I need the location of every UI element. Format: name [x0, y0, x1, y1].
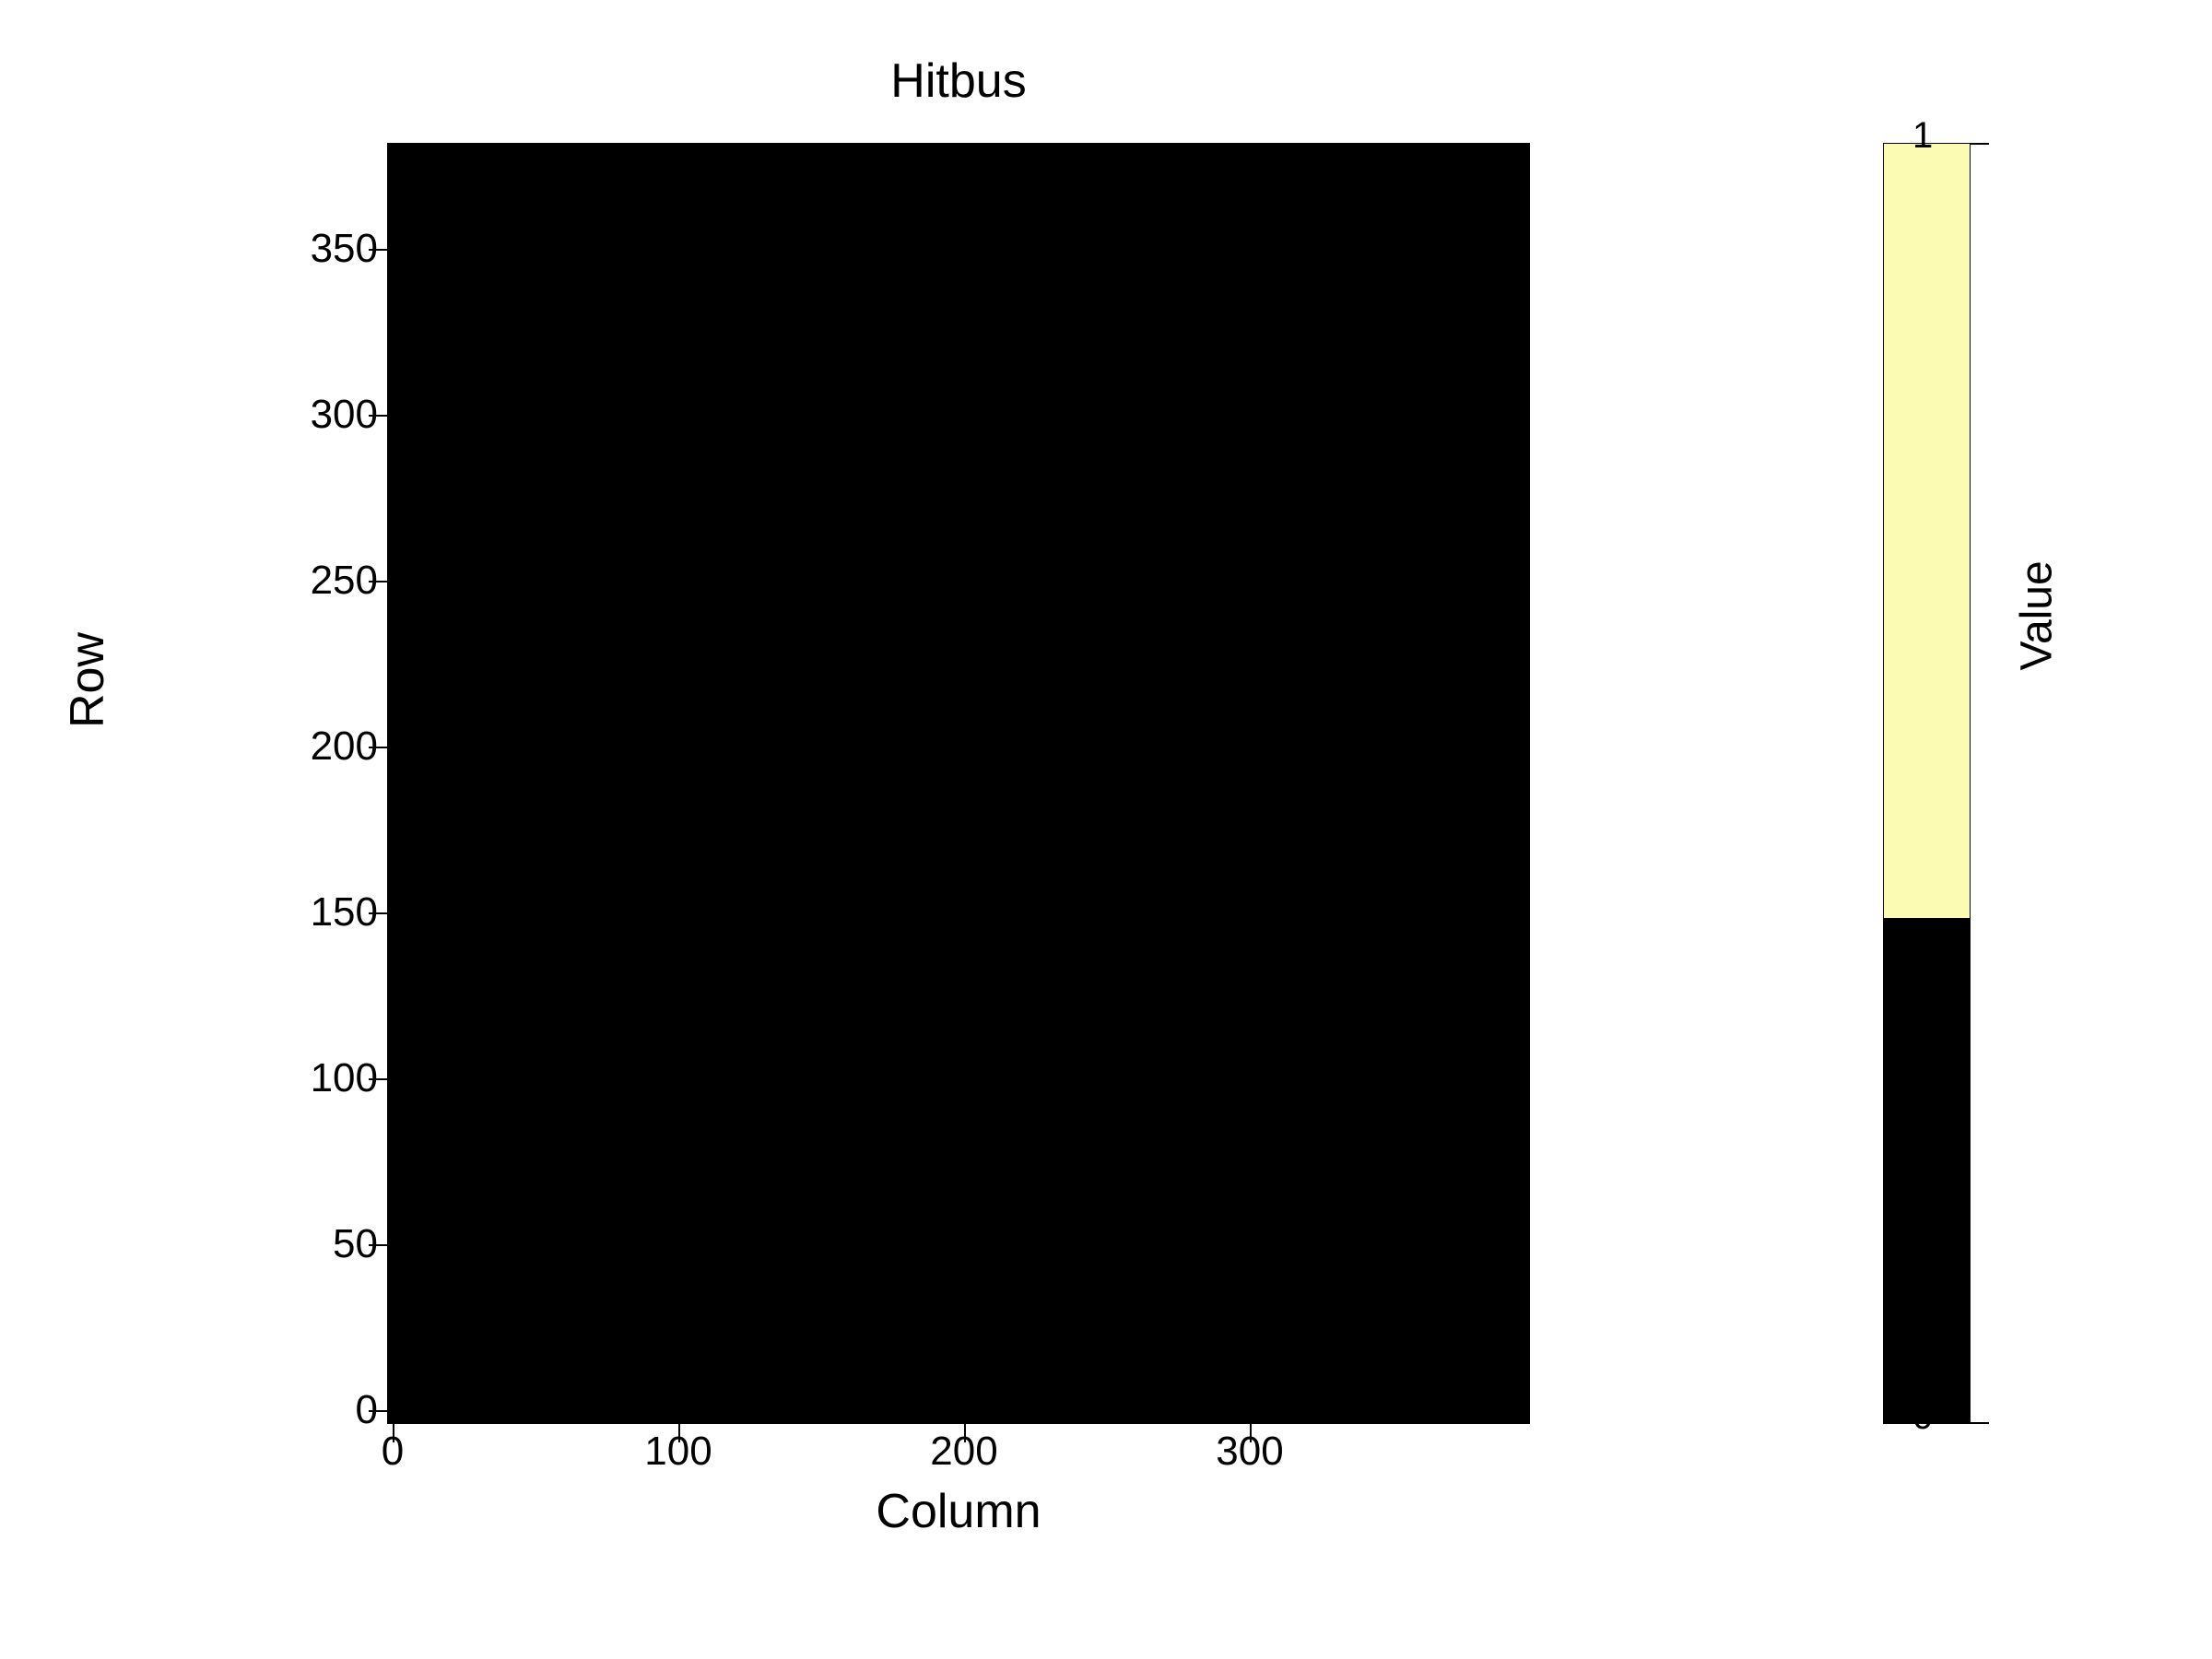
y-tick-mark-4	[369, 747, 387, 748]
colorbar-black-segment	[1883, 918, 1971, 1424]
colorbar[interactable]	[1883, 143, 1971, 1424]
y-tick-2: 100	[249, 1055, 378, 1101]
heatmap-plot[interactable]	[387, 143, 1530, 1424]
chart-title: Hitbus	[387, 53, 1530, 109]
x-tick-mark-2	[964, 1424, 966, 1442]
colorbar-max-label: 1	[1912, 115, 1933, 157]
colorbar-tick-top	[1971, 143, 1989, 145]
y-tick-mark-6	[369, 415, 387, 417]
y-tick-0: 0	[249, 1387, 378, 1433]
y-tick-mark-7	[369, 249, 387, 251]
y-tick-mark-1	[369, 1244, 387, 1246]
colorbar-yellow-segment	[1883, 143, 1971, 918]
y-tick-6: 300	[249, 392, 378, 438]
y-tick-mark-5	[369, 581, 387, 582]
y-tick-mark-0	[369, 1410, 387, 1412]
x-tick-mark-0	[393, 1424, 394, 1442]
x-tick-mark-1	[678, 1424, 680, 1442]
y-tick-7: 350	[249, 226, 378, 272]
y-tick-1: 50	[249, 1221, 378, 1267]
y-tick-3: 150	[249, 889, 378, 935]
x-axis-label: Column	[387, 1484, 1530, 1539]
colorbar-min-label: 0	[1912, 1396, 1933, 1438]
x-tick-mark-3	[1250, 1424, 1252, 1442]
y-tick-mark-2	[369, 1078, 387, 1080]
y-axis-label: Row	[60, 632, 115, 728]
y-tick-4: 200	[249, 724, 378, 770]
y-tick-5: 250	[249, 558, 378, 604]
y-tick-mark-3	[369, 912, 387, 914]
colorbar-title: Value	[2012, 560, 2063, 670]
colorbar-tick-bottom	[1971, 1422, 1989, 1424]
chart-container: Hitbus Row 0 50 100 150 200 250 300 350 …	[0, 0, 2212, 1659]
